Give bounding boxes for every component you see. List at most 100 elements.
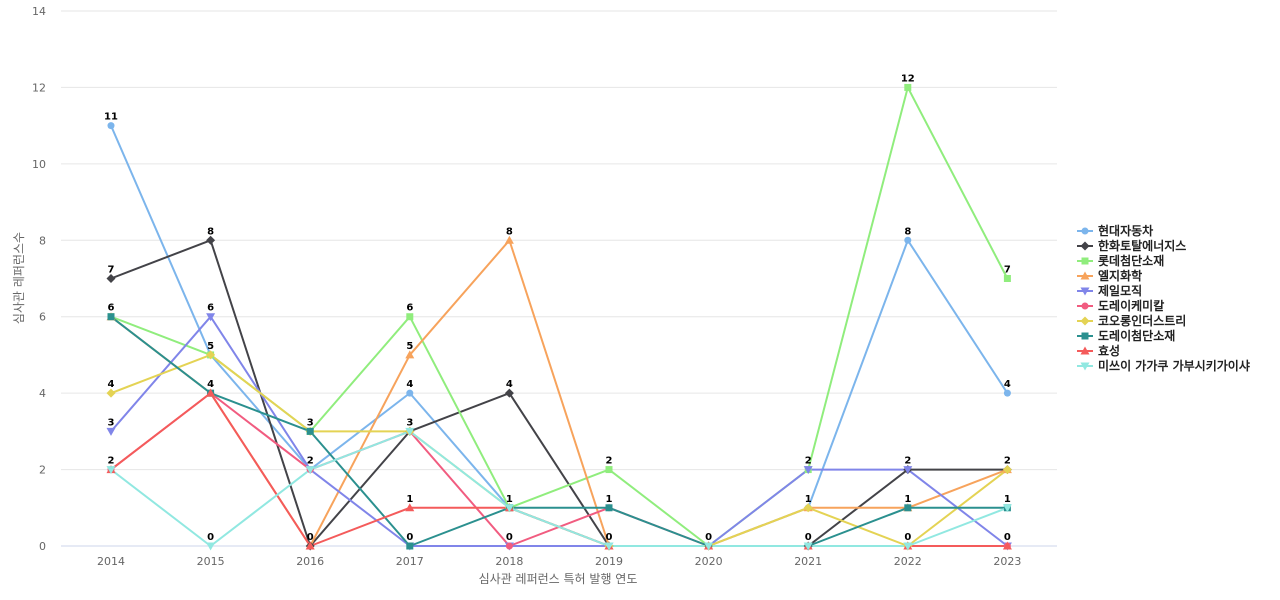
data-label: 3 [108,417,115,428]
legend-label: 제일모직 [1098,283,1142,298]
data-point[interactable] [803,542,813,551]
legend-item[interactable]: 도레이케미칼 [1077,298,1164,313]
data-label: 0 [1004,532,1011,543]
data-point[interactable] [605,504,613,512]
data-point[interactable] [206,313,216,322]
data-label: 3 [307,417,314,428]
legend-marker-symbol [1080,271,1090,280]
data-point[interactable] [1002,465,1012,475]
data-label: 2 [307,456,314,467]
y-tick-label: 6 [39,311,46,324]
data-point[interactable] [803,503,813,513]
data-point[interactable] [405,427,415,436]
data-point[interactable] [306,427,314,435]
data-point[interactable] [106,427,116,436]
data-label: 1 [506,494,513,505]
legend-item[interactable]: 코오롱인더스트리 [1077,313,1186,328]
y-tick-label: 8 [39,234,46,247]
data-label: 0 [207,532,214,543]
data-point[interactable] [206,388,216,397]
data-point[interactable] [604,542,614,551]
data-point[interactable] [106,466,116,475]
legend-marker-symbol [1080,362,1090,371]
data-point[interactable] [406,542,414,550]
x-tick-label: 2020 [695,555,723,568]
legend-marker-symbol [1081,332,1089,340]
data-point[interactable] [903,542,913,551]
data-label: 7 [108,265,115,276]
legend-label: 미쓰이 가가쿠 가부시키가이샤 [1098,358,1250,373]
data-point[interactable] [406,313,414,321]
data-point[interactable] [405,350,415,359]
series-line [110,124,1009,547]
data-point[interactable] [504,504,514,513]
data-label: 6 [108,303,115,314]
series-line [110,353,1009,547]
data-point[interactable] [106,388,116,398]
legend-label: 도레이첨단소재 [1098,328,1175,343]
data-point[interactable] [504,235,514,244]
data-label: 1 [606,494,613,505]
data-point[interactable] [903,466,913,475]
data-label: 7 [1004,265,1011,276]
data-label: 2 [1004,456,1011,467]
data-point[interactable] [405,503,415,512]
data-point[interactable] [904,236,912,244]
data-point[interactable] [107,313,115,321]
data-point[interactable] [904,83,912,91]
data-label: 8 [904,226,911,237]
data-label: 5 [207,341,214,352]
data-point[interactable] [206,350,216,360]
x-tick-label: 2019 [595,555,623,568]
legend-item[interactable]: 효성 [1077,344,1120,358]
legend-marker-symbol [1080,241,1090,251]
data-point[interactable] [504,388,514,398]
legend[interactable]: 현대자동차한화토탈에너지스롯데첨단소재엘지화학제일모직도레이케미칼코오롱인더스트… [1077,223,1250,373]
y-tick-label: 0 [39,540,46,553]
legend-item[interactable]: 도레이첨단소재 [1077,328,1175,343]
data-point[interactable] [107,122,115,130]
x-tick-label: 2014 [97,555,125,568]
data-label: 0 [307,532,314,543]
data-point[interactable] [1002,541,1012,550]
data-point[interactable] [505,542,513,550]
data-point[interactable] [305,541,315,550]
legend-marker-symbol [1080,287,1090,296]
legend-item[interactable]: 제일모직 [1077,283,1142,298]
data-point[interactable] [803,466,813,475]
data-point[interactable] [1003,389,1011,397]
x-tick-label: 2018 [495,555,523,568]
legend-item[interactable]: 롯데첨단소재 [1077,253,1164,268]
data-point[interactable] [1002,504,1012,513]
x-tick-label: 2016 [296,555,324,568]
data-point[interactable] [305,466,315,475]
y-tick-label: 12 [32,81,46,94]
legend-marker-symbol [1080,346,1090,355]
y-tick-label: 14 [32,5,46,18]
data-label: 0 [606,532,613,543]
legend-label: 코오롱인더스트리 [1098,313,1186,328]
legend-marker-symbol [1081,227,1089,235]
x-axis-ticks: 2014 2015 2016 2017 2018 2019 2020 2021 2022 2023 [97,555,1021,568]
y-tick-label: 4 [39,387,46,400]
data-point[interactable] [106,274,116,283]
legend-item[interactable]: 한화토탈에너지스 [1077,238,1186,253]
data-label: 2 [108,456,115,467]
data-point[interactable] [206,235,216,245]
data-point[interactable] [904,504,912,512]
legend-label: 엘지화학 [1098,268,1142,283]
data-point[interactable] [704,542,714,551]
data-label: 6 [207,303,214,314]
data-label: 4 [406,379,413,390]
data-point[interactable] [406,389,414,397]
legend-item[interactable]: 엘지화학 [1077,268,1142,283]
legend-item[interactable]: 현대자동차 [1077,223,1153,238]
data-point[interactable] [206,542,216,551]
data-point[interactable] [1003,275,1011,282]
x-tick-label: 2017 [396,555,424,568]
x-axis-title: 심사관 레퍼런스 특허 발행 연도 [479,571,638,586]
y-axis-title: 심사관 레퍼런스수 [12,232,26,324]
legend-item[interactable]: 미쓰이 가가쿠 가부시키가이샤 [1077,358,1250,373]
data-point[interactable] [605,466,613,474]
